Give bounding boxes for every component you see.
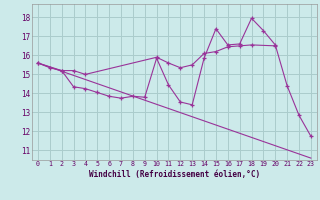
X-axis label: Windchill (Refroidissement éolien,°C): Windchill (Refroidissement éolien,°C): [89, 170, 260, 179]
